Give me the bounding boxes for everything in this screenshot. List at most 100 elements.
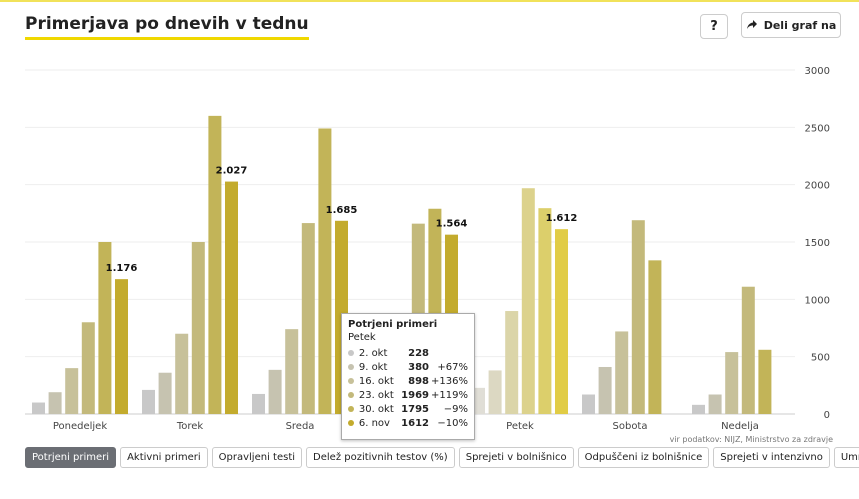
tab-aktivni-primeri[interactable]: Aktivni primeri	[120, 447, 208, 468]
bar[interactable]	[521, 188, 535, 414]
y-tick-label: 500	[811, 353, 830, 364]
bar[interactable]	[252, 393, 265, 414]
tooltip-value: 1969	[401, 389, 430, 401]
tooltip-change: −9%	[443, 403, 468, 415]
share-arrow-icon	[746, 20, 757, 29]
tooltip-value: 1795	[401, 403, 430, 415]
series-dot-icon	[348, 364, 354, 370]
top-accent-bar	[0, 0, 859, 2]
tab-odpusceni-iz-bolnisnice[interactable]: Odpuščeni iz bolnišnice	[577, 447, 710, 468]
tooltip-value: 380	[408, 361, 430, 373]
tooltip-subtitle: Petek	[348, 332, 376, 343]
metric-tabs: Potrjeni primeri Aktivni primeri Opravlj…	[25, 447, 859, 468]
bar[interactable]	[115, 279, 128, 414]
tooltip-date: 16. okt	[358, 375, 394, 387]
tooltip-date: 6. nov	[358, 417, 390, 429]
tooltip-change: −10%	[437, 417, 468, 429]
tab-delez-pozitivnih[interactable]: Delež pozitivnih testov (%)	[306, 447, 455, 468]
bar[interactable]	[65, 368, 79, 414]
data-label: 1.685	[326, 205, 358, 216]
bar[interactable]	[175, 333, 189, 414]
bar[interactable]	[208, 115, 222, 414]
x-category-label: Torek	[176, 421, 204, 432]
series-dot-icon	[348, 392, 354, 398]
bar[interactable]	[472, 387, 485, 414]
y-tick-label: 2000	[805, 181, 830, 192]
data-label: 1.612	[546, 213, 578, 224]
bar[interactable]	[538, 208, 552, 414]
share-button[interactable]: Deli graf na	[741, 12, 841, 38]
tab-opravljeni-testi[interactable]: Opravljeni testi	[211, 447, 303, 468]
data-label: 1.564	[436, 219, 468, 230]
series-dot-icon	[348, 378, 354, 384]
bar[interactable]	[268, 369, 282, 414]
bar[interactable]	[555, 229, 568, 414]
bar[interactable]	[648, 260, 662, 414]
tooltip-change: +67%	[437, 361, 468, 373]
x-category-label: Sreda	[286, 421, 315, 432]
tab-sprejeti-v-intenzivno[interactable]: Sprejeti v intenzivno	[713, 447, 830, 468]
y-tick-label: 2500	[805, 123, 830, 134]
bar[interactable]	[142, 389, 155, 414]
bar[interactable]	[631, 220, 645, 414]
x-category-label: Petek	[506, 421, 534, 432]
tooltip-title: Potrjeni primeri	[348, 319, 438, 330]
data-label: 2.027	[216, 166, 248, 177]
tab-potrjeni-primeri[interactable]: Potrjeni primeri	[25, 447, 117, 468]
bar[interactable]	[158, 372, 172, 414]
tooltip-value: 898	[408, 375, 430, 387]
bar[interactable]	[285, 329, 299, 414]
tooltip-change: +136%	[431, 375, 468, 387]
tooltip-change: +119%	[431, 389, 468, 401]
series-dot-icon	[348, 406, 354, 412]
bar[interactable]	[318, 128, 332, 415]
bar[interactable]	[191, 242, 205, 414]
x-category-label: Sobota	[613, 421, 648, 432]
tooltip-row: 16. okt 898 +136%	[348, 374, 468, 388]
tooltip-value: 228	[408, 347, 430, 359]
bar[interactable]	[615, 331, 629, 414]
chart-tooltip: Potrjeni primeri Petek 2. okt 228 9. okt 38…	[341, 313, 475, 440]
bar[interactable]	[98, 242, 112, 414]
tooltip-date: 23. okt	[358, 389, 394, 401]
tooltip-row: 6. nov 1612 −10%	[348, 416, 468, 430]
page-title: Primerjava po dnevih v tednu	[25, 14, 309, 40]
y-tick-label: 3000	[805, 66, 830, 77]
bars	[32, 115, 772, 415]
bar[interactable]	[488, 370, 502, 414]
data-source: vir podatkov: NIJZ, Ministrstvo za zdrav…	[669, 435, 833, 444]
series-dot-icon	[348, 350, 354, 356]
help-button[interactable]: ?	[700, 14, 728, 39]
bar[interactable]	[582, 394, 595, 414]
tooltip-row: 2. okt 228	[348, 346, 468, 360]
bar[interactable]	[708, 394, 722, 414]
bar[interactable]	[725, 352, 739, 414]
bar[interactable]	[505, 311, 519, 414]
tooltip-date: 9. okt	[358, 361, 388, 373]
tab-sprejeti-v-bolnisnico[interactable]: Sprejeti v bolnišnico	[458, 447, 574, 468]
bar[interactable]	[81, 322, 95, 414]
tooltip-date: 30. okt	[358, 403, 394, 415]
y-tick-label: 0	[824, 410, 830, 421]
bar[interactable]	[32, 402, 45, 414]
bar[interactable]	[692, 404, 705, 414]
tooltip-row: 9. okt 380 +67%	[348, 360, 468, 374]
tab-umrli[interactable]: Umrli	[833, 447, 859, 468]
y-tick-label: 1500	[805, 238, 830, 249]
bar[interactable]	[758, 349, 772, 414]
x-category-label: Nedelja	[721, 421, 759, 432]
x-category-label: Ponedeljek	[53, 421, 107, 432]
bar[interactable]	[741, 286, 755, 414]
share-button-label: Deli graf na	[763, 18, 837, 32]
series-dot-icon	[348, 420, 354, 426]
data-label: 1.176	[106, 263, 138, 274]
tooltip-value: 1612	[401, 417, 430, 429]
bar[interactable]	[225, 181, 238, 414]
bar[interactable]	[301, 223, 315, 414]
tooltip-date: 2. okt	[358, 347, 388, 359]
bar[interactable]	[598, 366, 612, 414]
bar[interactable]	[48, 392, 62, 414]
y-tick-label: 1000	[805, 295, 830, 306]
tooltip-row: 30. okt 1795 −9%	[348, 402, 468, 416]
